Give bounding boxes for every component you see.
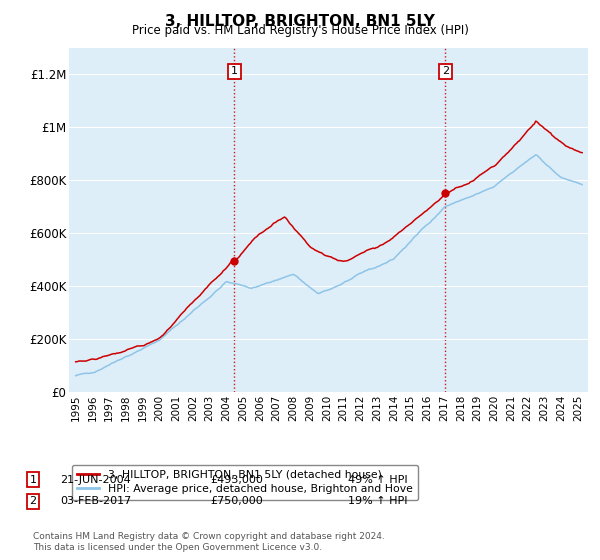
Text: 19% ↑ HPI: 19% ↑ HPI: [348, 496, 407, 506]
Legend: 3, HILLTOP, BRIGHTON, BN1 5LY (detached house), HPI: Average price, detached hou: 3, HILLTOP, BRIGHTON, BN1 5LY (detached …: [72, 465, 418, 500]
Text: 3, HILLTOP, BRIGHTON, BN1 5LY: 3, HILLTOP, BRIGHTON, BN1 5LY: [165, 14, 435, 29]
Text: £750,000: £750,000: [210, 496, 263, 506]
Text: 2: 2: [442, 67, 449, 77]
Text: 2: 2: [29, 496, 37, 506]
Text: 21-JUN-2004: 21-JUN-2004: [60, 475, 131, 485]
Text: 1: 1: [29, 475, 37, 485]
Text: 03-FEB-2017: 03-FEB-2017: [60, 496, 131, 506]
Text: £493,000: £493,000: [210, 475, 263, 485]
Text: Price paid vs. HM Land Registry's House Price Index (HPI): Price paid vs. HM Land Registry's House …: [131, 24, 469, 37]
Text: 1: 1: [231, 67, 238, 77]
Text: Contains HM Land Registry data © Crown copyright and database right 2024.
This d: Contains HM Land Registry data © Crown c…: [33, 532, 385, 552]
Text: 49% ↑ HPI: 49% ↑ HPI: [348, 475, 407, 485]
